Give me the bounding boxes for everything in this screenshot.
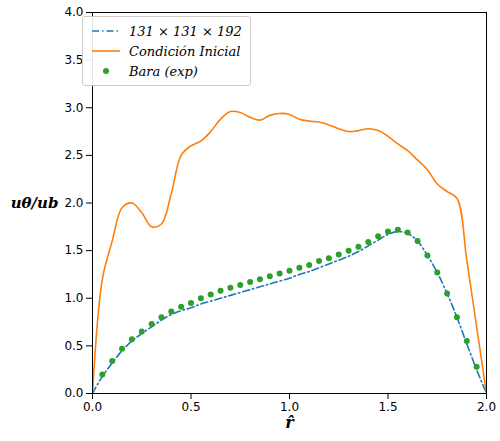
svg-text:1.5: 1.5 xyxy=(64,243,83,257)
svg-text:0.5: 0.5 xyxy=(64,339,83,353)
svg-text:uθ/ub: uθ/ub xyxy=(11,194,59,212)
svg-text:2.0: 2.0 xyxy=(477,400,496,414)
svg-text:3.0: 3.0 xyxy=(64,101,83,115)
html-text:Bara (exp): Bara (exp) xyxy=(129,63,198,79)
svg-text:4.0: 4.0 xyxy=(64,5,83,19)
svg-text:r̂: r̂ xyxy=(285,413,295,432)
html-text:Condición Inicial: Condición Inicial xyxy=(129,43,241,59)
svg-text:1.0: 1.0 xyxy=(280,400,299,414)
svg-text:1.0: 1.0 xyxy=(64,291,83,305)
html-text:131 × 131 × 192: 131 × 131 × 192 xyxy=(129,23,242,39)
svg-text:3.5: 3.5 xyxy=(64,53,83,67)
svg-text:2.0: 2.0 xyxy=(64,196,83,210)
svg-text:0.0: 0.0 xyxy=(64,386,83,400)
svg-text:0.5: 0.5 xyxy=(181,400,200,414)
svg-text:1.5: 1.5 xyxy=(378,400,397,414)
svg-text:2.5: 2.5 xyxy=(64,148,83,162)
svg-text:0.0: 0.0 xyxy=(83,400,102,414)
